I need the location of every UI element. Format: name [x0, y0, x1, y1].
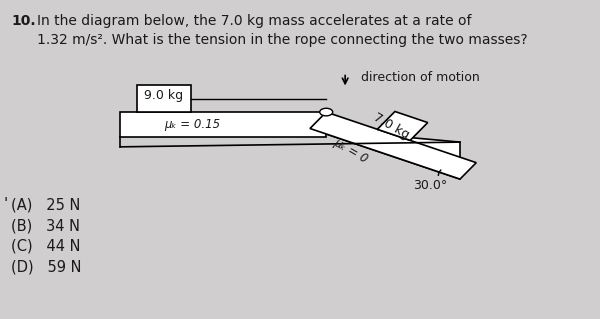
Text: (D)   59 N: (D) 59 N [11, 259, 82, 274]
Text: ': ' [3, 197, 7, 212]
Text: 9.0 kg: 9.0 kg [144, 89, 184, 102]
Text: (B)   34 N: (B) 34 N [11, 218, 80, 233]
Text: 1.32 m/s². What is the tension in the rope connecting the two masses?: 1.32 m/s². What is the tension in the ro… [37, 33, 527, 47]
Text: (C)   44 N: (C) 44 N [11, 239, 80, 254]
Text: μₖ = 0.15: μₖ = 0.15 [164, 118, 220, 131]
Text: direction of motion: direction of motion [361, 71, 480, 84]
Polygon shape [121, 112, 326, 137]
Polygon shape [310, 129, 460, 179]
Bar [137, 85, 191, 112]
Circle shape [320, 108, 333, 116]
Text: 7.0 kg: 7.0 kg [371, 111, 412, 142]
Text: In the diagram below, the 7.0 kg mass accelerates at a rate of: In the diagram below, the 7.0 kg mass ac… [37, 14, 471, 28]
Text: μₖ = 0: μₖ = 0 [331, 136, 370, 166]
Polygon shape [310, 112, 476, 179]
Text: (A)   25 N: (A) 25 N [11, 197, 80, 212]
FancyBboxPatch shape [377, 112, 428, 140]
Text: 10.: 10. [11, 14, 36, 28]
Text: 30.0°: 30.0° [413, 179, 448, 192]
